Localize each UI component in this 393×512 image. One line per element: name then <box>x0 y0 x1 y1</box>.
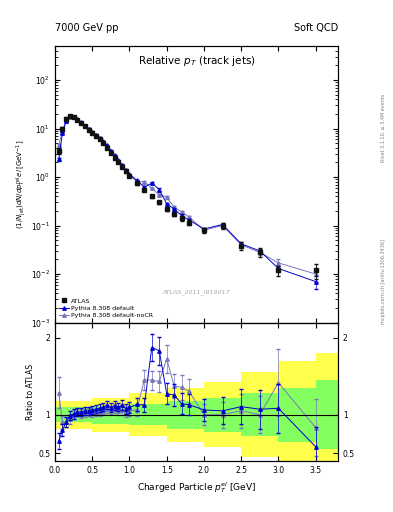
Text: Soft QCD: Soft QCD <box>294 23 338 33</box>
X-axis label: Charged Particle $p_T^{el}$ [GeV]: Charged Particle $p_T^{el}$ [GeV] <box>137 480 256 495</box>
Text: mcplots.cern.ch [arXiv:1306.3436]: mcplots.cern.ch [arXiv:1306.3436] <box>381 239 386 324</box>
Legend: ATLAS, Pythia 8.308 default, Pythia 8.308 default-noCR: ATLAS, Pythia 8.308 default, Pythia 8.30… <box>58 297 154 319</box>
Text: Relative $p_T$ (track jets): Relative $p_T$ (track jets) <box>138 54 255 69</box>
Y-axis label: $(1/N_\mathrm{jet})dN/dp^\mathrm{rel}_T\,el\,[\mathrm{GeV}^{-1}]$: $(1/N_\mathrm{jet})dN/dp^\mathrm{rel}_T\… <box>15 140 28 229</box>
Text: Rivet 3.1.10, ≥ 3.4M events: Rivet 3.1.10, ≥ 3.4M events <box>381 94 386 162</box>
Y-axis label: Ratio to ATLAS: Ratio to ATLAS <box>26 364 35 420</box>
Text: 7000 GeV pp: 7000 GeV pp <box>55 23 119 33</box>
Text: ATLAS_2011_I919017: ATLAS_2011_I919017 <box>163 289 230 295</box>
